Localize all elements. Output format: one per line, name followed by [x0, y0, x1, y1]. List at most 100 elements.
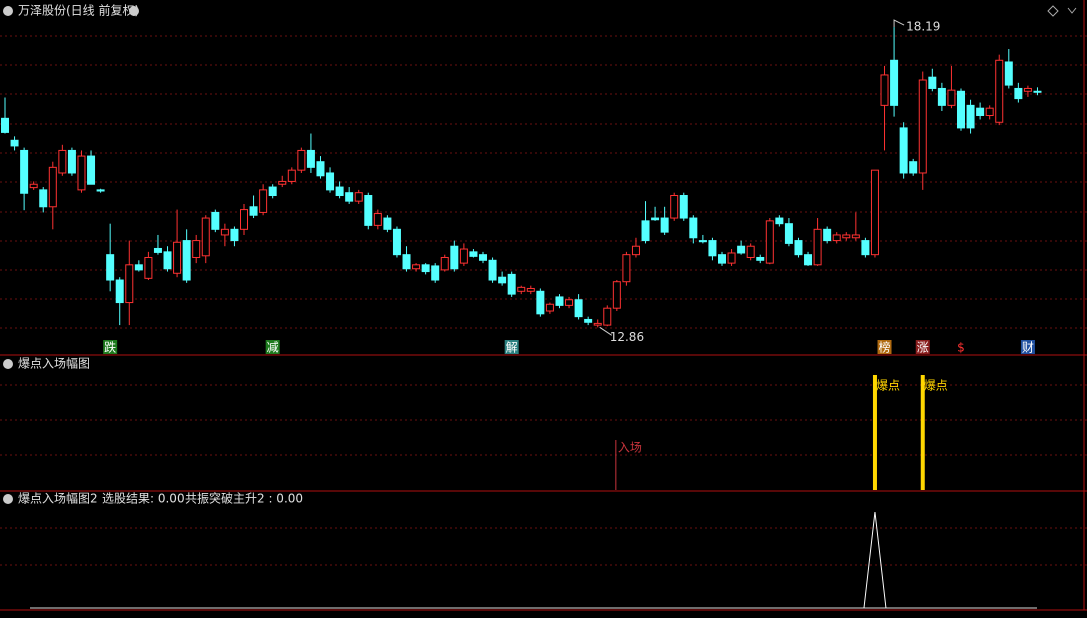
panel-title: 爆点入场幅图 — [18, 356, 90, 371]
candle-body — [804, 254, 813, 266]
window-controls[interactable] — [1047, 5, 1077, 17]
candle-body — [153, 247, 162, 253]
candle-body — [784, 223, 793, 244]
candle-body — [679, 195, 688, 219]
candle-body — [651, 217, 660, 221]
menu-icon[interactable] — [3, 6, 13, 16]
candle-body — [459, 248, 468, 264]
candle-body — [421, 264, 430, 273]
panel-title: 爆点入场幅图2 — [18, 491, 98, 506]
candle-body — [364, 195, 373, 226]
candle-body — [278, 180, 287, 185]
candle-body — [259, 189, 268, 213]
menu-icon[interactable] — [3, 494, 13, 504]
candle-body — [565, 299, 574, 306]
annotation-arrow — [893, 19, 905, 28]
tag-label: 解 — [506, 341, 518, 355]
candle-body — [29, 183, 38, 189]
candle-body — [479, 254, 487, 261]
tag-label: 财 — [1022, 341, 1034, 355]
annotation-arrow — [599, 326, 612, 336]
tag-label: 减 — [267, 341, 279, 355]
candle-body — [1004, 61, 1013, 86]
candle-body — [316, 161, 325, 177]
candle-body — [412, 264, 421, 270]
signal-label: 爆点 — [876, 379, 900, 393]
candle-body — [517, 286, 526, 292]
candle-body — [574, 299, 583, 318]
candle-body — [163, 251, 172, 270]
candle-body — [488, 259, 497, 281]
candle-body — [211, 211, 220, 230]
candle-body — [39, 189, 48, 208]
candle-body — [240, 209, 248, 230]
candle-body — [631, 245, 640, 256]
candle-body — [306, 149, 315, 168]
signal-label: 爆点 — [924, 379, 948, 393]
tag-label: 榜 — [879, 340, 891, 355]
dropdown-icon[interactable] — [129, 6, 139, 16]
candle-body — [746, 245, 755, 258]
signal-bar — [920, 375, 925, 490]
candle-body — [718, 254, 726, 264]
candle-body — [392, 228, 401, 256]
candle-body — [201, 217, 210, 257]
tag-bg — [265, 340, 280, 354]
candle-body — [813, 228, 822, 266]
candle-body — [297, 149, 306, 171]
chart-title: 万泽股份(日线 前复权) — [18, 3, 139, 18]
candle-body — [670, 195, 679, 219]
candle-body — [851, 234, 860, 239]
candle-body — [125, 264, 134, 304]
panel-text: 共振突破主升2 : 0.00 — [185, 491, 303, 506]
candle-body — [689, 217, 698, 239]
tag-bg — [877, 340, 892, 354]
candle-body — [756, 256, 765, 261]
candle-body — [1014, 87, 1023, 100]
candle-body — [77, 155, 86, 191]
candle-body — [373, 213, 382, 226]
candle-body — [584, 318, 593, 323]
candle-body — [20, 149, 29, 194]
candle-body — [995, 59, 1004, 123]
candle-body — [134, 264, 143, 271]
tag-label: $ — [957, 341, 965, 355]
candle-body — [106, 254, 115, 281]
candle-body — [708, 240, 717, 257]
candle-body — [326, 172, 335, 191]
candle-body — [593, 322, 602, 326]
signal-label: 入场 — [618, 441, 642, 455]
tag-bg — [915, 340, 930, 354]
candle-body — [450, 245, 459, 270]
candle-body — [67, 149, 76, 174]
candle-body — [115, 279, 124, 304]
candle-body — [966, 104, 975, 129]
candle-body — [48, 166, 57, 208]
candle-body — [469, 251, 478, 257]
candle-body — [498, 276, 507, 284]
candle-body — [842, 234, 851, 239]
candle-body — [775, 217, 784, 225]
candle-body — [928, 76, 937, 89]
candle-body — [890, 59, 899, 106]
candle-body — [937, 87, 946, 106]
candle-body — [660, 217, 669, 233]
candle-body — [737, 245, 746, 254]
grid — [0, 35, 1087, 566]
candle-body — [536, 290, 545, 315]
candle-body — [87, 155, 96, 185]
tag-label: 跌 — [104, 340, 116, 355]
candle-body — [507, 273, 516, 295]
candle-body — [612, 281, 621, 309]
candle-body — [909, 161, 918, 174]
candle-body — [899, 127, 908, 174]
tag-bg — [504, 340, 519, 354]
candle-body — [698, 240, 707, 243]
candle-body — [641, 220, 650, 242]
candle-body — [96, 189, 105, 192]
candle-body — [918, 79, 927, 174]
menu-icon[interactable] — [3, 359, 13, 369]
candle-body — [345, 192, 354, 202]
candle-body — [249, 206, 258, 216]
